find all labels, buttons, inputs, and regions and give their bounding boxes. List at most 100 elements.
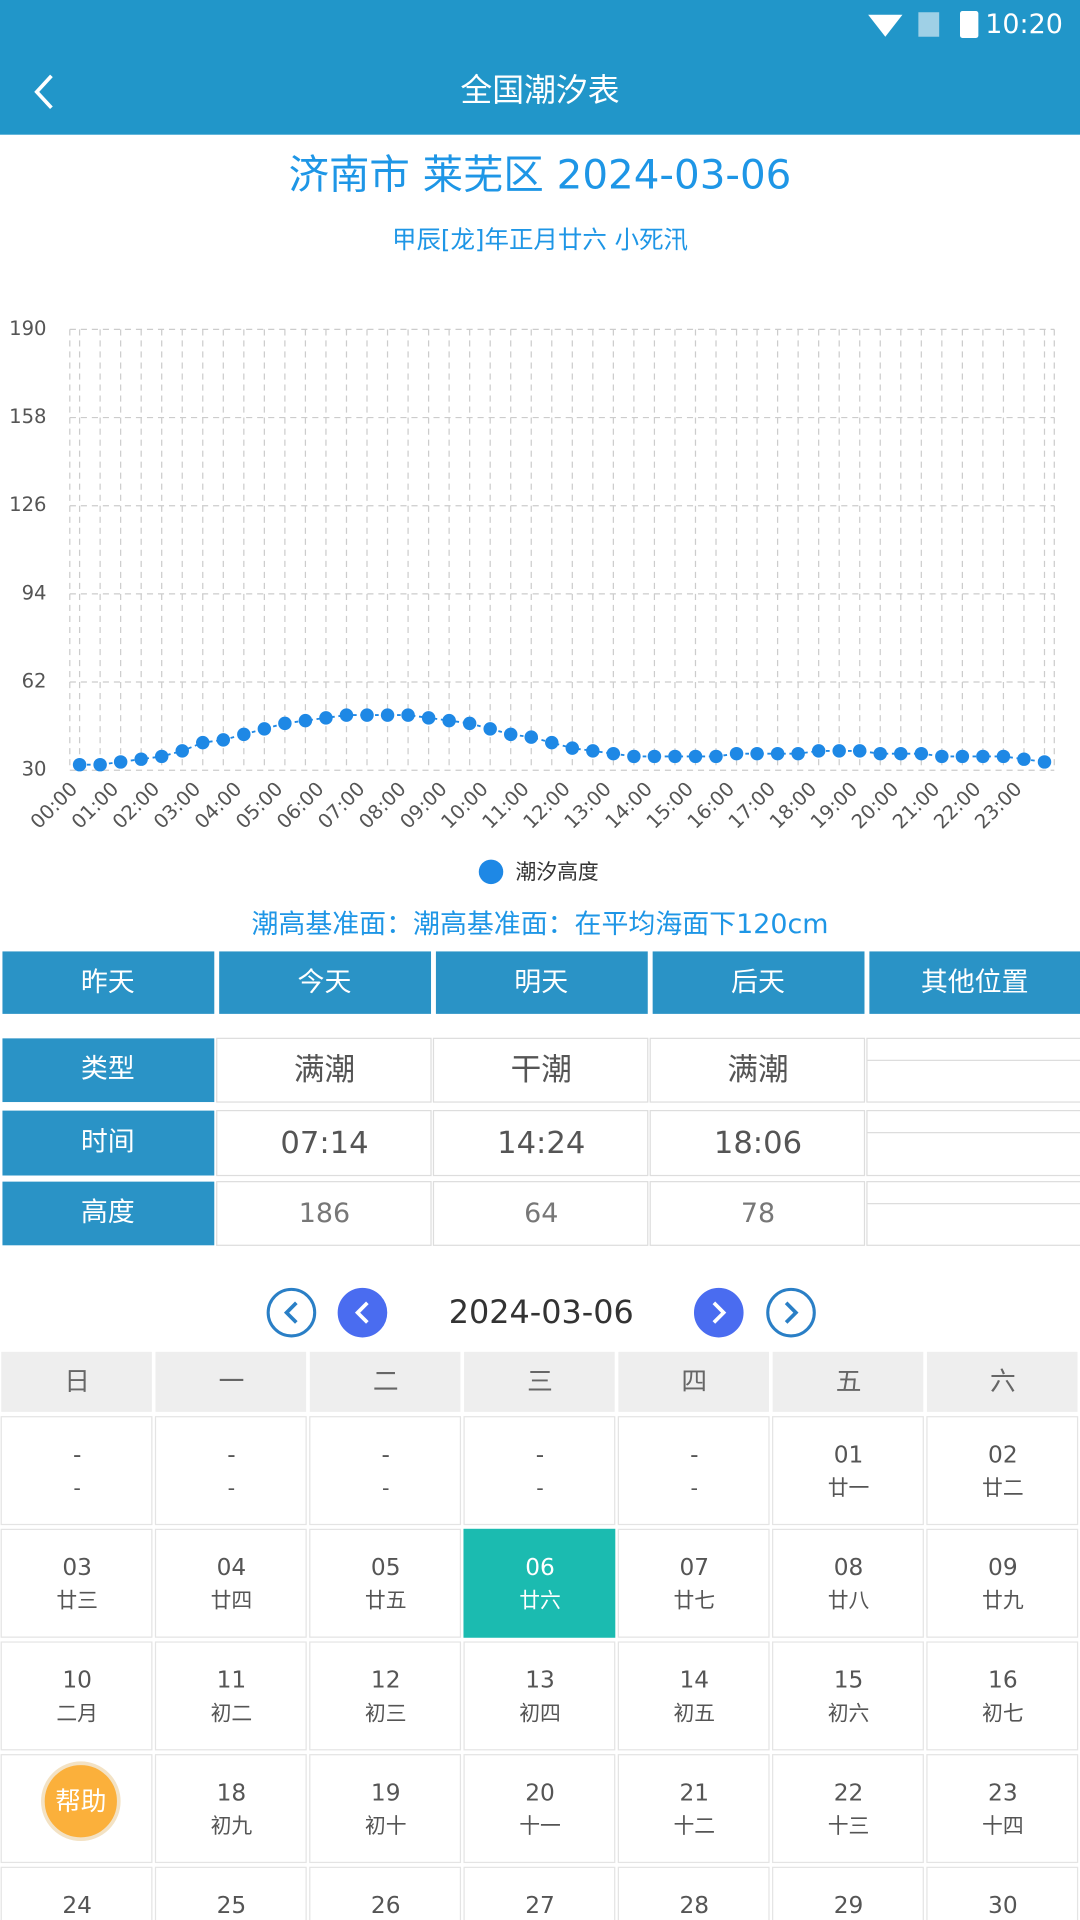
calendar-day-cell[interactable] <box>154 1416 307 1526</box>
tab-button[interactable] <box>2 951 215 1014</box>
tide-point <box>914 746 929 761</box>
calendar-day-cell[interactable] <box>0 1866 153 1920</box>
tide-point <box>257 722 272 736</box>
tab-button[interactable] <box>652 951 865 1014</box>
table-cell <box>432 1181 649 1246</box>
date-nav-arrow <box>784 1301 799 1324</box>
tide-point <box>852 744 867 758</box>
calendar-day-cell[interactable] <box>463 1866 616 1920</box>
y-tick-label: 30 <box>22 758 47 781</box>
calendar-day: 27 <box>525 1892 555 1919</box>
calendar-day-cell[interactable] <box>926 1528 1079 1638</box>
weekday-label: 一 <box>219 1367 245 1397</box>
back-button[interactable] <box>34 74 53 110</box>
table-row-header <box>2 1038 215 1103</box>
date-nav-button[interactable] <box>337 1287 388 1338</box>
calendar-day-cell[interactable] <box>309 1866 462 1920</box>
calendar-lunar: 初二 <box>211 1701 253 1725</box>
calendar-day: - <box>73 1441 81 1468</box>
calendar-day: 14 <box>679 1667 709 1694</box>
calendar-day-cell[interactable] <box>0 1641 153 1751</box>
calendar-day: - <box>227 1441 235 1468</box>
reference-note: 潮高基准面：潮高基准面：在平均海面下120cm <box>251 909 828 940</box>
calendar-day-cell[interactable] <box>617 1866 770 1920</box>
calendar-day-cell[interactable] <box>926 1416 1079 1526</box>
tab-button[interactable] <box>869 951 1080 1014</box>
tide-point <box>154 749 169 764</box>
calendar-day: 18 <box>217 1779 247 1806</box>
calendar-day-cell[interactable] <box>154 1641 307 1751</box>
wifi-icon <box>868 14 903 37</box>
tide-point <box>811 744 826 758</box>
calendar-lunar: 初三 <box>365 1701 407 1725</box>
calendar-day: 15 <box>834 1667 864 1694</box>
calendar-lunar: 十三 <box>828 1814 870 1838</box>
calendar-lunar: 初五 <box>673 1701 715 1725</box>
calendar-day-cell[interactable] <box>926 1866 1079 1920</box>
help-button[interactable] <box>41 1761 121 1842</box>
calendar-day-cell[interactable] <box>309 1754 462 1864</box>
calendar-day: 05 <box>371 1554 401 1581</box>
tab-button[interactable] <box>219 951 432 1014</box>
date-nav-button[interactable] <box>693 1287 744 1338</box>
battery-icon <box>960 11 979 38</box>
tide-point <box>380 708 395 722</box>
y-tick-label: 158 <box>9 405 46 428</box>
calendar-day-cell[interactable] <box>309 1416 462 1526</box>
chart-subtitle: 甲辰[龙]年正月廿六 小死汛 <box>392 225 688 254</box>
calendar-day-cell[interactable] <box>772 1416 924 1526</box>
calendar-day-cell[interactable] <box>154 1754 307 1864</box>
calendar-day-cell[interactable] <box>617 1416 770 1526</box>
calendar-day-cell[interactable] <box>926 1754 1079 1864</box>
calendar-day: 29 <box>834 1892 864 1919</box>
table-cell <box>649 1110 866 1177</box>
calendar-day: 11 <box>217 1667 247 1694</box>
calendar-day-cell[interactable] <box>463 1754 616 1864</box>
calendar-day-cell[interactable] <box>0 1528 153 1638</box>
weekday-label: 日 <box>64 1367 90 1397</box>
calendar-day-cell[interactable] <box>772 1866 924 1920</box>
weekday-label: 二 <box>373 1367 399 1397</box>
calendar-day: 04 <box>217 1554 247 1581</box>
calendar-lunar: - <box>382 1476 390 1500</box>
calendar-lunar: 十一 <box>519 1814 561 1838</box>
calendar-day-cell[interactable] <box>463 1641 616 1751</box>
tide-point <box>442 713 456 728</box>
calendar-day-cell[interactable] <box>463 1528 616 1638</box>
date-nav-arrow <box>712 1301 727 1324</box>
date-nav-button[interactable] <box>266 1287 317 1338</box>
calendar-day-cell[interactable] <box>772 1528 924 1638</box>
calendar-day-cell[interactable] <box>0 1416 153 1526</box>
tab-label: 明天 <box>514 967 568 998</box>
table-row-header <box>2 1181 215 1246</box>
calendar-day-cell[interactable] <box>617 1754 770 1864</box>
calendar-day-cell[interactable] <box>926 1641 1079 1751</box>
table-cell <box>649 1037 866 1103</box>
calendar-lunar: 廿七 <box>673 1589 715 1613</box>
tide-point <box>750 746 764 761</box>
calendar-day-cell[interactable] <box>154 1528 307 1638</box>
tab-button[interactable] <box>435 951 648 1014</box>
table-cell-text: 满潮 <box>727 1053 788 1088</box>
tide-point <box>462 716 477 731</box>
calendar-lunar: 十二 <box>673 1814 715 1838</box>
chart-title: 济南市 莱芜区 2024-03-06 <box>289 151 792 199</box>
date-nav-button[interactable] <box>766 1287 816 1338</box>
calendar-lunar: 初十 <box>365 1814 407 1838</box>
calendar-day-cell[interactable] <box>309 1641 462 1751</box>
calendar-day-cell[interactable] <box>463 1416 616 1526</box>
tide-point <box>401 708 415 722</box>
calendar-day: - <box>382 1441 390 1468</box>
calendar-day-cell[interactable] <box>772 1641 924 1751</box>
calendar-day: - <box>690 1441 698 1468</box>
calendar-day-cell[interactable] <box>154 1866 307 1920</box>
tide-point <box>627 749 641 764</box>
tide-point <box>976 749 990 764</box>
calendar-day-cell[interactable] <box>309 1528 462 1638</box>
weekday-cell <box>1 1351 152 1412</box>
calendar-day-cell[interactable] <box>617 1641 770 1751</box>
calendar-day-cell[interactable] <box>617 1528 770 1638</box>
table-cell <box>216 1181 432 1246</box>
tide-point <box>791 746 805 761</box>
calendar-day-cell[interactable] <box>772 1754 924 1864</box>
